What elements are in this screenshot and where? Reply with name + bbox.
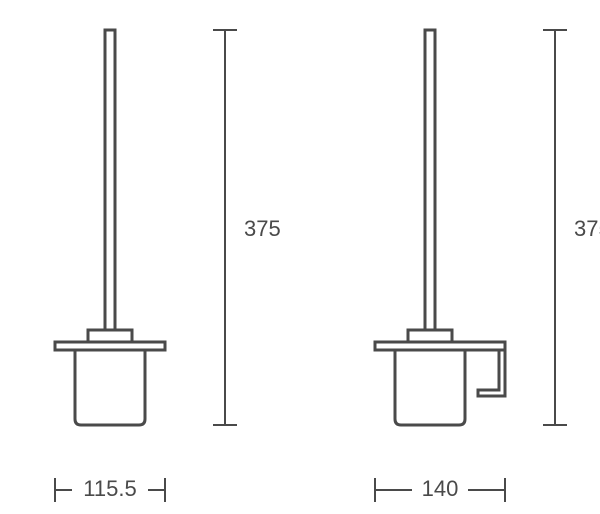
height-label-left: 375 <box>244 216 281 241</box>
handle <box>425 30 435 330</box>
side-view <box>375 30 505 425</box>
height-dimension-right <box>543 30 567 425</box>
height-label-right: 375 <box>574 216 600 241</box>
handle <box>105 30 115 330</box>
front-view <box>55 30 165 425</box>
height-dimension-left <box>213 30 237 425</box>
collar <box>408 330 452 342</box>
cup <box>395 350 465 425</box>
collar <box>88 330 132 342</box>
mount-bracket <box>478 350 505 396</box>
width-label-left: 115.5 <box>83 476 136 501</box>
lip <box>375 342 505 350</box>
cup <box>75 350 145 425</box>
lip <box>55 342 165 350</box>
technical-drawing: 375 115.5 375 140 <box>0 0 600 514</box>
width-label-right: 140 <box>422 476 459 501</box>
